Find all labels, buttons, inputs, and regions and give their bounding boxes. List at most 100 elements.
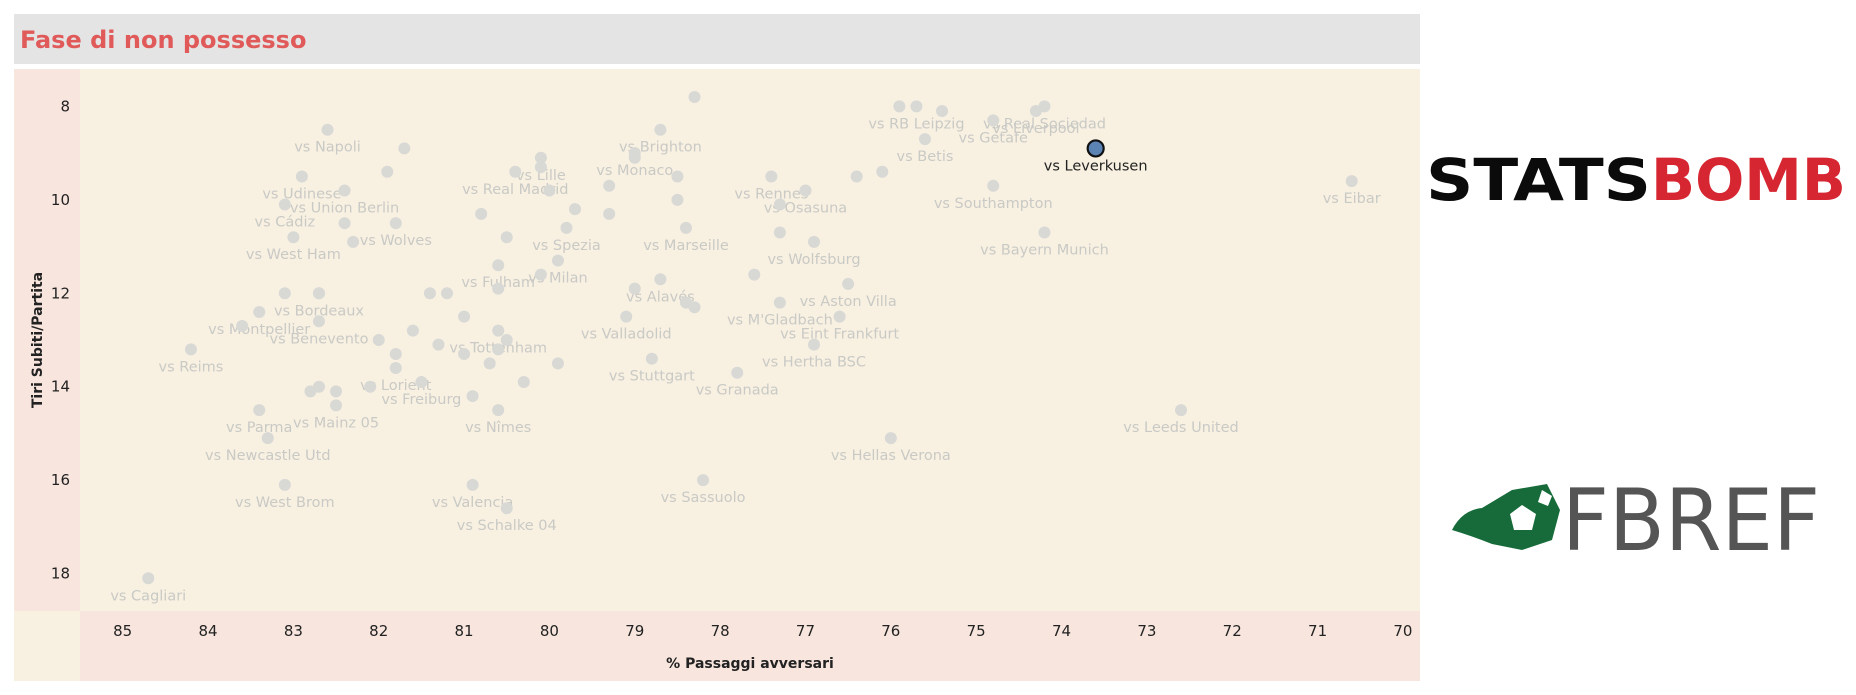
data-point (466, 478, 479, 491)
data-point (603, 207, 616, 220)
data-point (236, 319, 249, 332)
data-point (645, 352, 658, 365)
data-point (364, 380, 377, 393)
x-tick-label: 76 (881, 622, 900, 640)
data-point (517, 376, 530, 389)
x-tick-label: 72 (1223, 622, 1242, 640)
point-label: vs Aston Villa (800, 294, 897, 310)
data-point (253, 305, 266, 318)
data-point (475, 207, 488, 220)
x-axis-label: % Passaggi avversari (666, 656, 834, 672)
x-tick-label: 79 (625, 622, 644, 640)
data-point (671, 193, 684, 206)
data-point (492, 404, 505, 417)
y-tick-label: 8 (60, 97, 70, 115)
data-point (910, 100, 923, 113)
statsbomb-logo: STATS BOMB (1426, 148, 1846, 210)
plot-panel (80, 69, 1420, 611)
data-point (628, 151, 641, 164)
data-point (1029, 105, 1042, 118)
point-label: vs Sassuolo (661, 490, 746, 506)
data-point (628, 282, 641, 295)
data-point (338, 217, 351, 230)
data-point (543, 184, 556, 197)
data-point (748, 268, 761, 281)
data-point (1038, 226, 1051, 239)
data-point (808, 235, 821, 248)
data-point (884, 432, 897, 445)
point-label: vs Alavés (626, 289, 695, 305)
x-tick-label: 83 (284, 622, 303, 640)
data-point (381, 165, 394, 178)
point-label: vs West Brom (235, 495, 335, 511)
data-point (773, 226, 786, 239)
data-point (654, 123, 667, 136)
data-point (492, 259, 505, 272)
data-point (304, 385, 317, 398)
data-point (338, 184, 351, 197)
point-label: vs Mainz 05 (293, 415, 379, 431)
data-point (731, 366, 744, 379)
point-label: vs Hertha BSC (762, 355, 866, 371)
data-point (423, 287, 436, 300)
point-label: vs Rennes (734, 186, 808, 202)
point-label: vs Spezia (532, 238, 601, 254)
data-point (466, 390, 479, 403)
point-label: vs Liverpool (992, 121, 1079, 137)
fbref-logo-text: FBREF (1562, 471, 1820, 560)
data-point (773, 296, 786, 309)
x-tick-label: 78 (711, 622, 730, 640)
point-label: vs Eibar (1323, 191, 1381, 207)
point-label: vs Monaco (596, 163, 673, 179)
x-tick-label: 75 (967, 622, 986, 640)
data-point (347, 235, 360, 248)
point-label: vs Real Madrid (462, 182, 568, 198)
point-label: vs Bayern Munich (980, 243, 1109, 259)
data-point (688, 301, 701, 314)
data-point (603, 179, 616, 192)
point-label: vs Valencia (432, 495, 513, 511)
data-point (458, 348, 471, 361)
point-label: vs West Ham (246, 247, 341, 263)
data-point (142, 572, 155, 585)
point-label: vs Wolves (360, 233, 432, 249)
data-point (372, 334, 385, 346)
data-point (551, 357, 564, 370)
data-point (492, 282, 505, 295)
x-tick-label: 73 (1137, 622, 1156, 640)
point-label: vs Valladolid (581, 327, 672, 343)
x-tick-label: 85 (113, 622, 132, 640)
point-label: vs Southampton (934, 196, 1053, 212)
point-label: vs Union Berlin (290, 200, 399, 216)
data-point (987, 179, 1000, 192)
data-point (458, 310, 471, 323)
point-label: vs Marseille (643, 238, 729, 254)
data-point (551, 254, 564, 267)
data-point (893, 100, 906, 113)
data-point (850, 170, 863, 183)
point-label: vs Real Sociedad (983, 116, 1106, 132)
y-tick-label: 16 (51, 471, 70, 489)
x-tick-label: 82 (369, 622, 388, 640)
data-point (278, 287, 291, 300)
data-point (278, 198, 291, 211)
statsbomb-logo-left: STATS (1426, 148, 1651, 210)
data-point (560, 221, 573, 234)
x-tick-label: 80 (540, 622, 559, 640)
point-label: vs Getafe (958, 130, 1028, 146)
data-point (500, 231, 513, 244)
point-label: vs Reims (159, 359, 224, 375)
highlight-label: vs Leverkusen (1044, 158, 1148, 174)
y-tick-label: 18 (51, 565, 70, 583)
point-label: vs Freiburg (381, 392, 461, 408)
data-point (492, 324, 505, 337)
data-point (184, 343, 197, 356)
data-point (688, 91, 701, 104)
data-point (253, 404, 266, 417)
point-label: vs Benevento (269, 331, 368, 347)
data-point (833, 310, 846, 323)
data-point (321, 123, 334, 136)
y-tick-label: 10 (51, 191, 70, 209)
data-point (765, 170, 778, 183)
